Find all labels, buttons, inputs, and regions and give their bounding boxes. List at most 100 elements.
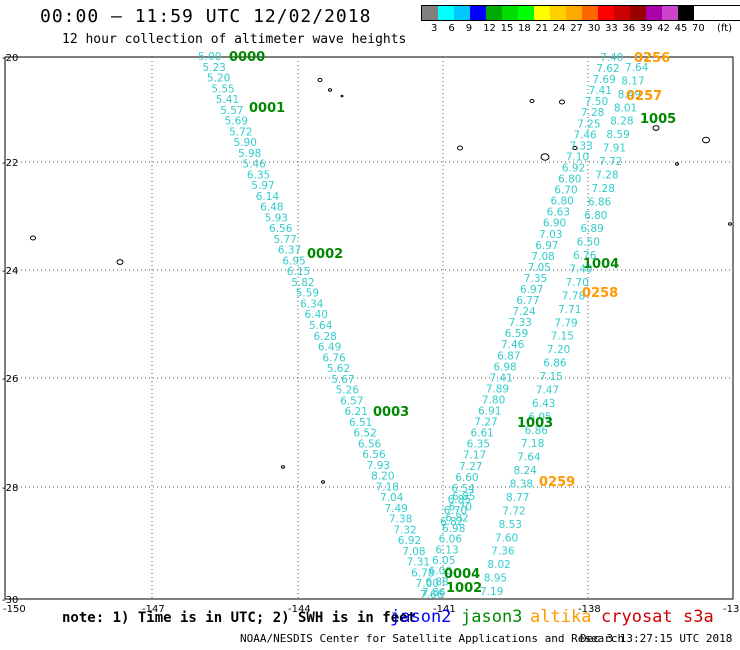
color-swatch	[454, 6, 470, 20]
map-grid	[5, 57, 733, 599]
island	[116, 259, 124, 265]
time-label: 1002	[446, 581, 482, 596]
wave-height-value: 7.15	[539, 371, 562, 383]
wave-height-value: 6.63	[547, 207, 570, 219]
wave-height-value: 6.87	[497, 350, 520, 362]
wave-height-value: 7.89	[486, 383, 509, 395]
color-scale-tick: 3	[431, 23, 438, 34]
color-swatch	[598, 6, 614, 20]
wave-height-value: 5.59	[296, 288, 319, 300]
wave-height-value: 6.60	[455, 472, 478, 484]
island	[340, 94, 344, 98]
wave-height-value: 6.35	[247, 169, 270, 181]
wave-height-value: 6.70	[449, 502, 472, 514]
color-swatch	[534, 6, 550, 20]
wave-height-value: 8.01	[614, 102, 637, 114]
wave-height-value: 6.43	[532, 398, 555, 410]
wave-height-value: 7.33	[509, 317, 532, 329]
wave-height-value: 6.37	[278, 245, 301, 257]
time-label: 0000	[229, 50, 265, 65]
wave-height-value: 7.41	[589, 85, 612, 97]
wave-height-value: 7.19	[480, 586, 503, 598]
wave-height-value: 7.40	[600, 52, 623, 64]
wave-height-value: 6.91	[478, 406, 501, 418]
wave-height-value: 6.85	[452, 491, 475, 503]
wave-height-value: 6.56	[358, 438, 382, 450]
wave-height-value: 8.28	[610, 116, 633, 128]
wave-height-value: 6.80	[558, 174, 581, 186]
time-label: 1005	[640, 112, 676, 127]
wave-height-value: 6.06	[439, 534, 463, 546]
wave-height-value: 6.56	[269, 223, 293, 235]
wave-height-value: 7.28	[592, 183, 615, 195]
color-scale-swatches	[421, 5, 740, 21]
color-scale: 3 6 9 12 15 18 21 24 27 30 33 36 39 42 45 70 (ft)	[421, 5, 740, 35]
wave-height-value: 5.72	[229, 126, 252, 138]
wave-height-value: 7.27	[459, 461, 482, 473]
lat-tick-label: -22	[2, 158, 18, 169]
wave-height-value: 7.60	[495, 532, 518, 544]
wave-height-value: 6.85	[448, 494, 471, 506]
wave-height-value: 5.55	[211, 83, 234, 95]
altimeter-tracks: 5.005.235.205.555.415.575.695.725.905.98…	[198, 51, 649, 601]
legend-jason2: jason2	[390, 607, 452, 627]
wave-height-value: 7.71	[558, 304, 581, 316]
wave-height-value: 8.53	[499, 519, 522, 531]
time-label: 1003	[517, 416, 553, 431]
color-swatch	[422, 6, 438, 20]
island	[675, 162, 679, 166]
wave-height-value: 7.08	[402, 546, 425, 558]
map-frame	[4, 56, 734, 600]
note-text: note: 1) Time is in UTC; 2) SWH is in fe…	[62, 610, 417, 626]
wave-height-value: 5.69	[225, 116, 248, 128]
wave-height-value: 7.50	[585, 96, 608, 108]
wave-height-value: 7.46	[501, 339, 525, 351]
wave-height-value: 6.28	[313, 331, 336, 343]
wave-height-value: 6.48	[260, 202, 283, 214]
wave-height-value: 6.86	[525, 425, 549, 437]
wave-height-value: 7.31	[407, 557, 430, 569]
time-label: 0256	[634, 51, 670, 66]
wave-height-value: 7.28	[595, 169, 618, 181]
time-label: 1004	[583, 257, 619, 272]
wave-height-value: 7.18	[376, 481, 399, 493]
wave-height-value: 5.97	[251, 180, 274, 192]
island	[281, 465, 285, 469]
wave-height-value: 8.95	[484, 573, 507, 585]
color-swatch	[486, 6, 502, 20]
wave-height-value: 6.78	[411, 567, 434, 579]
color-swatch	[662, 6, 678, 20]
wave-height-value: 6.52	[353, 428, 376, 440]
wave-height-value: 6.70	[554, 185, 577, 197]
wave-height-value: 6.57	[340, 395, 363, 407]
wave-height-value: 6.40	[305, 309, 328, 321]
wave-height-value: 7.80	[482, 394, 505, 406]
island	[728, 222, 732, 226]
color-scale-ticks: 3 6 9 12 15 18 21 24 27 30 33 36 39 42 45 70 (ft)	[421, 21, 740, 35]
lon-tick-label: -135	[723, 604, 740, 615]
wave-height-value: 8.24	[513, 465, 537, 477]
island	[317, 77, 323, 83]
wave-height-value: 6.54	[451, 483, 475, 495]
color-scale-tick: 27	[570, 23, 583, 34]
wave-height-value: 6.76	[322, 352, 346, 364]
lon-tick-label: -147	[142, 604, 165, 615]
wave-height-value: 5.82	[291, 277, 314, 289]
wave-height-value: 8.17	[621, 75, 644, 87]
color-swatch	[630, 6, 646, 20]
wave-height-value: 6.98	[493, 361, 516, 373]
wave-height-value: 5.00	[198, 51, 221, 63]
wave-height-value: 5.90	[234, 137, 257, 149]
island	[540, 153, 550, 161]
wave-height-value: 6.86	[543, 358, 567, 370]
lon-tick-label: -138	[578, 604, 601, 615]
wave-height-value: 7.08	[531, 251, 554, 263]
lon-tick-label: -150	[3, 604, 26, 615]
wave-height-value: 6.82	[440, 516, 463, 528]
color-scale-tick: 36	[622, 23, 636, 34]
wave-height-value: 6.15	[287, 266, 310, 278]
wave-height-value: 7.33	[570, 140, 593, 152]
wave-height-value: 5.41	[216, 94, 239, 106]
wave-height-value: 5.93	[265, 212, 288, 224]
